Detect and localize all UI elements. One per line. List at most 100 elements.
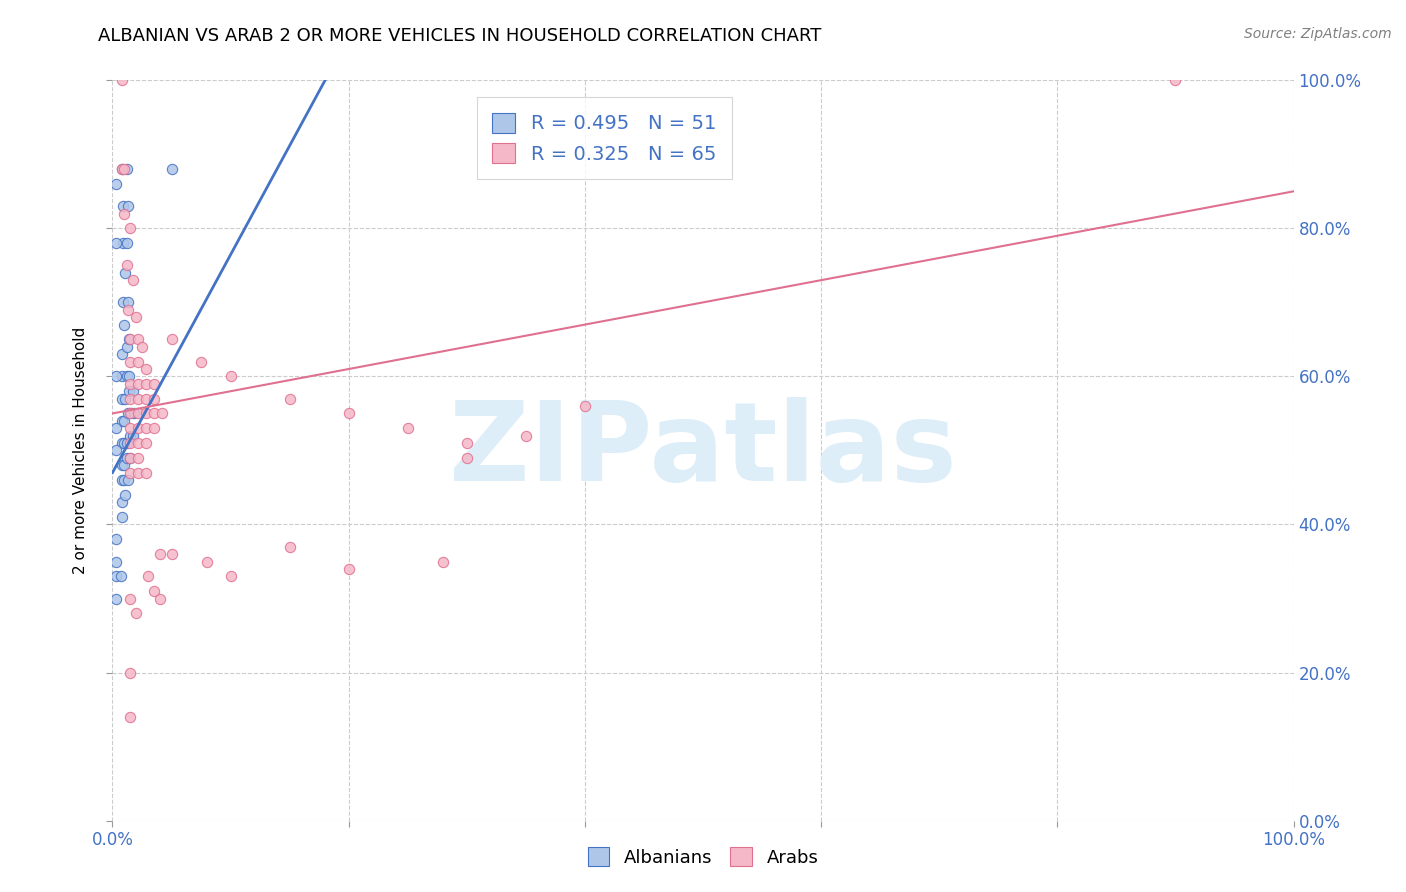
Point — [117, 295, 139, 310]
Point — [112, 414, 135, 428]
Point — [515, 428, 537, 442]
Point — [120, 665, 142, 680]
Point — [112, 162, 135, 177]
Point — [111, 347, 134, 361]
Point — [131, 340, 153, 354]
Point — [117, 473, 139, 487]
Point — [142, 584, 165, 599]
Point — [105, 443, 128, 458]
Point — [160, 547, 183, 561]
Point — [111, 473, 134, 487]
Point — [136, 569, 159, 583]
Point — [127, 407, 149, 421]
Point — [125, 310, 148, 325]
Point — [111, 458, 134, 473]
Point — [105, 236, 128, 251]
Point — [112, 236, 135, 251]
Point — [111, 73, 134, 87]
Point — [574, 399, 596, 413]
Point — [111, 414, 134, 428]
Point — [142, 376, 165, 391]
Point — [120, 221, 142, 235]
Point — [127, 392, 149, 406]
Point — [112, 206, 135, 220]
Point — [120, 450, 142, 465]
Point — [115, 236, 138, 251]
Point — [115, 436, 138, 450]
Point — [337, 562, 360, 576]
Point — [115, 369, 138, 384]
Point — [117, 302, 139, 317]
Point — [135, 392, 157, 406]
Point — [127, 332, 149, 346]
Point — [120, 710, 142, 724]
Point — [396, 421, 419, 435]
Point — [432, 555, 454, 569]
Text: ZIPatlas: ZIPatlas — [449, 397, 957, 504]
Point — [160, 162, 183, 177]
Point — [115, 162, 138, 177]
Point — [120, 421, 142, 435]
Point — [135, 466, 157, 480]
Point — [122, 407, 145, 421]
Point — [121, 384, 143, 399]
Point — [127, 436, 149, 450]
Text: ALBANIAN VS ARAB 2 OR MORE VEHICLES IN HOUSEHOLD CORRELATION CHART: ALBANIAN VS ARAB 2 OR MORE VEHICLES IN H… — [98, 27, 821, 45]
Point — [219, 569, 242, 583]
Point — [111, 510, 134, 524]
Point — [114, 392, 136, 406]
Point — [114, 488, 136, 502]
Point — [105, 555, 128, 569]
Point — [115, 259, 138, 273]
Point — [135, 362, 157, 376]
Point — [111, 162, 134, 177]
Point — [219, 369, 242, 384]
Point — [114, 266, 136, 280]
Point — [120, 407, 142, 421]
Point — [105, 591, 128, 606]
Legend: Albanians, Arabs: Albanians, Arabs — [581, 840, 825, 874]
Point — [120, 428, 142, 442]
Point — [135, 376, 157, 391]
Point — [150, 407, 173, 421]
Point — [111, 369, 134, 384]
Point — [115, 450, 138, 465]
Point — [142, 392, 165, 406]
Point — [112, 318, 135, 332]
Y-axis label: 2 or more Vehicles in Household: 2 or more Vehicles in Household — [73, 326, 89, 574]
Point — [111, 392, 134, 406]
Point — [105, 421, 128, 435]
Point — [160, 332, 183, 346]
Point — [149, 591, 172, 606]
Point — [120, 332, 142, 346]
Point — [112, 473, 135, 487]
Point — [127, 421, 149, 435]
Point — [117, 199, 139, 213]
Point — [120, 436, 142, 450]
Point — [127, 376, 149, 391]
Legend: R = 0.495   N = 51, R = 0.325   N = 65: R = 0.495 N = 51, R = 0.325 N = 65 — [477, 97, 733, 179]
Point — [125, 607, 148, 621]
Point — [190, 354, 212, 368]
Point — [112, 436, 135, 450]
Point — [112, 295, 135, 310]
Point — [121, 273, 143, 287]
Point — [121, 428, 143, 442]
Point — [111, 162, 134, 177]
Point — [120, 591, 142, 606]
Point — [112, 199, 135, 213]
Point — [117, 407, 139, 421]
Point — [110, 569, 132, 583]
Point — [142, 421, 165, 435]
Point — [456, 436, 478, 450]
Point — [127, 466, 149, 480]
Point — [105, 177, 128, 191]
Point — [278, 392, 301, 406]
Point — [105, 369, 128, 384]
Point — [120, 392, 142, 406]
Point — [135, 421, 157, 435]
Point — [112, 458, 135, 473]
Point — [142, 407, 165, 421]
Point — [111, 495, 134, 509]
Point — [127, 450, 149, 465]
